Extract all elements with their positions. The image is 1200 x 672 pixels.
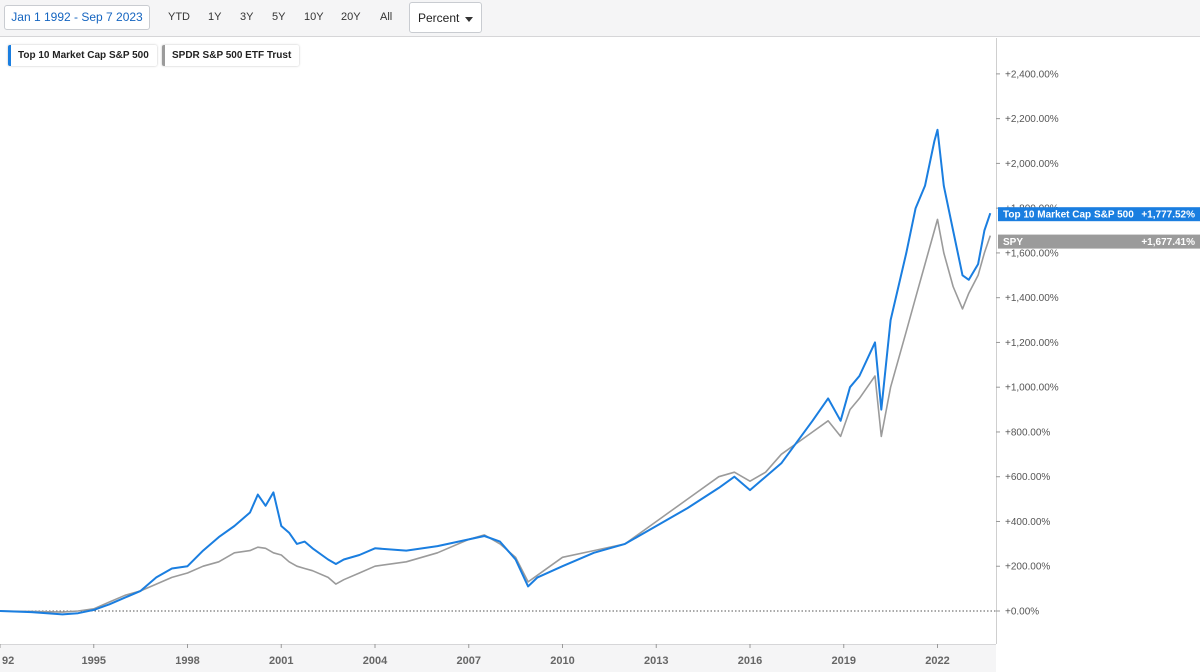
x-tick-mark [937,644,938,648]
legend-label-spy: SPDR S&P 500 ETF Trust [172,50,292,61]
x-tick-label: 2007 [457,655,481,667]
range-toolbar: Jan 1 1992 - Sep 7 2023 YTD 1Y 3Y 5Y 10Y… [0,0,1200,37]
last-value-tag-top10 [998,207,1200,222]
y-tick-mark [996,565,1000,567]
x-axis-band [0,644,996,672]
x-tick-mark [655,644,657,648]
y-tick-label: +2,400.00% [1005,69,1059,80]
range-5y-button[interactable]: 5Y [272,11,286,23]
x-tick-mark [0,644,1,648]
y-tick-label: +1,000.00% [1005,383,1059,394]
tag-value-label-top10: +1,777.52% [1141,210,1195,221]
range-3y-button[interactable]: 3Y [240,11,254,23]
x-tick-label: 1995 [82,655,106,667]
last-value-tag-spy [998,234,1200,249]
y-tick-mark [996,386,1000,388]
y-tick-label: +1,600.00% [1005,248,1059,259]
y-tick-mark [996,297,1000,299]
x-tick-mark [187,644,188,648]
tag-value-label-spy: +1,677.41% [1141,237,1195,248]
x-tick-label: 2001 [269,655,293,667]
x-tick-label: 2010 [550,655,574,667]
y-tick-mark [996,73,1000,75]
x-tick-label: 2004 [363,655,388,667]
x-tick-mark [468,644,470,648]
chevron-down-icon [465,17,473,22]
y-axis: +0.00% +200.00% +400.00% +600.00% +800.00% +1… [996,69,1059,618]
x-tick-mark [93,644,95,648]
x-tick-label: 2013 [644,655,668,667]
tag-series-label-spy: SPY [1003,237,1023,248]
y-tick-mark [996,520,1000,522]
x-axis-line [0,644,996,645]
y-tick-label: +200.00% [1005,562,1050,573]
range-10y-button[interactable]: 10Y [304,11,324,23]
y-tick-mark [996,431,1000,433]
date-range-button[interactable]: Jan 1 1992 - Sep 7 2023 [4,5,150,30]
y-tick-label: +0.00% [1005,607,1039,618]
series-line-top10 [0,128,992,616]
y-tick-label: +2,000.00% [1005,159,1059,170]
legend-swatch-spy [162,45,165,66]
x-tick-mark [374,644,376,648]
x-tick-mark [562,644,563,648]
y-tick-label: +2,200.00% [1005,114,1059,125]
tag-series-label-top10: Top 10 Market Cap S&P 500 [1003,210,1134,221]
x-tick-mark [843,644,845,648]
x-tick-label: 2022 [925,655,949,667]
y-tick-mark [996,610,1000,612]
legend-item-top10[interactable]: Top 10 Market Cap S&P 500 [8,45,157,66]
x-axis: 92 1995 1998 2001 2004 2007 2010 2013 2016 2019 20… [0,644,950,667]
x-tick-mark [749,644,751,648]
range-1y-button[interactable]: 1Y [208,11,222,23]
y-tick-mark [996,118,1000,120]
y-tick-label: +1,200.00% [1005,338,1059,349]
x-tick-label: 2019 [832,655,856,667]
x-tick-label: 92 [2,655,14,667]
series-group [0,128,992,616]
x-tick-label: 2016 [738,655,762,667]
last-value-tags: Top 10 Market Cap S&P 500 +1,777.52% SPY +1… [998,207,1200,249]
x-tick-label: 1998 [175,655,199,667]
y-tick-label: +600.00% [1005,472,1050,483]
legend-label-top10: Top 10 Market Cap S&P 500 [18,50,149,61]
legend-item-spy[interactable]: SPDR S&P 500 ETF Trust [162,45,300,66]
range-ytd-button[interactable]: YTD [168,11,190,23]
y-tick-mark [996,162,1000,164]
y-tick-mark [996,476,1000,478]
y-axis-line [996,38,997,644]
scale-select[interactable]: Percent [409,2,482,33]
range-all-button[interactable]: All [380,11,393,23]
y-tick-label: +1,400.00% [1005,293,1059,304]
y-tick-label: +400.00% [1005,517,1050,528]
range-20y-button[interactable]: 20Y [341,11,361,23]
y-tick-mark [996,252,1000,254]
y-tick-mark [996,341,1000,343]
scale-select-label: Percent [418,11,460,25]
x-tick-mark [280,644,282,648]
legend-swatch-top10 [8,45,11,66]
y-tick-label: +800.00% [1005,427,1050,438]
